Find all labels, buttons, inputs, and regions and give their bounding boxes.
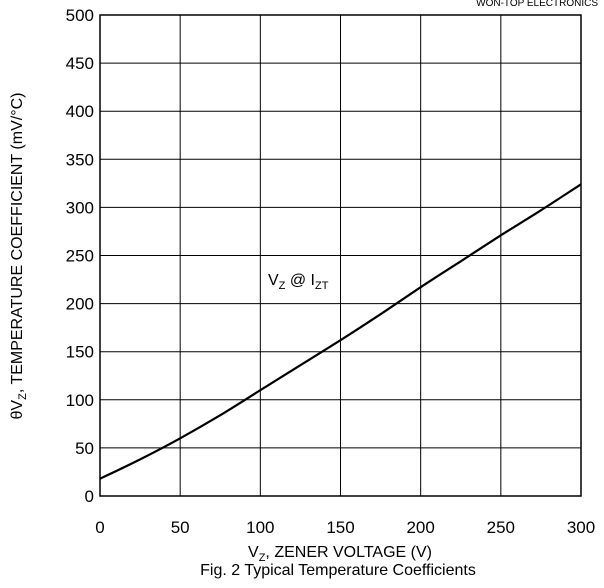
x-axis-title-rest: , ZENER VOLTAGE (V): [265, 544, 432, 561]
y-tick-label: 150: [66, 343, 94, 362]
curve-annotation: VZ @ IZT: [268, 272, 329, 292]
y-tick-label: 50: [75, 439, 94, 458]
x-tick-label: 250: [487, 518, 515, 537]
figure-caption: Fig. 2 Typical Temperature Coefficients: [200, 562, 476, 579]
y-tick-label: 450: [66, 54, 94, 73]
y-tick-labels: 0 50 100 150 200 250 300 350 400 450 500: [66, 6, 94, 506]
annotation-mid: @ I: [285, 272, 315, 289]
y-tick-label: 300: [66, 198, 94, 217]
header-text: WON-TOP ELECTRONICS: [476, 0, 598, 9]
y-tick-label: 0: [85, 487, 94, 506]
y-tick-label: 400: [66, 102, 94, 121]
series-line: [99, 183, 582, 480]
y-axis-title-prefix: θV: [9, 400, 26, 420]
x-tick-label: 50: [171, 518, 190, 537]
annotation-sub1: Z: [279, 280, 286, 292]
chart-grid: [99, 14, 582, 497]
y-tick-label: 250: [66, 247, 94, 266]
y-axis-title-rest: , TEMPERATURE COEFFICIENT (mV/°C): [9, 93, 26, 394]
x-tick-label: 0: [95, 518, 104, 537]
x-axis-title-sub: Z: [259, 552, 266, 564]
x-axis-title: VZ, ZENER VOLTAGE (V): [248, 544, 432, 564]
y-tick-label: 100: [66, 391, 94, 410]
x-tick-label: 200: [406, 518, 434, 537]
x-tick-label: 100: [246, 518, 274, 537]
y-tick-label: 500: [66, 6, 94, 25]
x-tick-labels: 0 50 100 150 200 250 300: [95, 518, 595, 537]
annotation-main: V: [268, 272, 279, 289]
y-axis-title: θVZ, TEMPERATURE COEFFICIENT (mV/°C): [9, 93, 29, 420]
y-tick-label: 200: [66, 295, 94, 314]
x-axis-title-main: V: [248, 544, 259, 561]
x-tick-label: 300: [567, 518, 595, 537]
y-tick-label: 350: [66, 150, 94, 169]
y-axis-title-sub: Z: [17, 393, 29, 400]
annotation-sub2: ZT: [315, 280, 329, 292]
plot-frame: [99, 14, 582, 497]
x-tick-label: 150: [326, 518, 354, 537]
